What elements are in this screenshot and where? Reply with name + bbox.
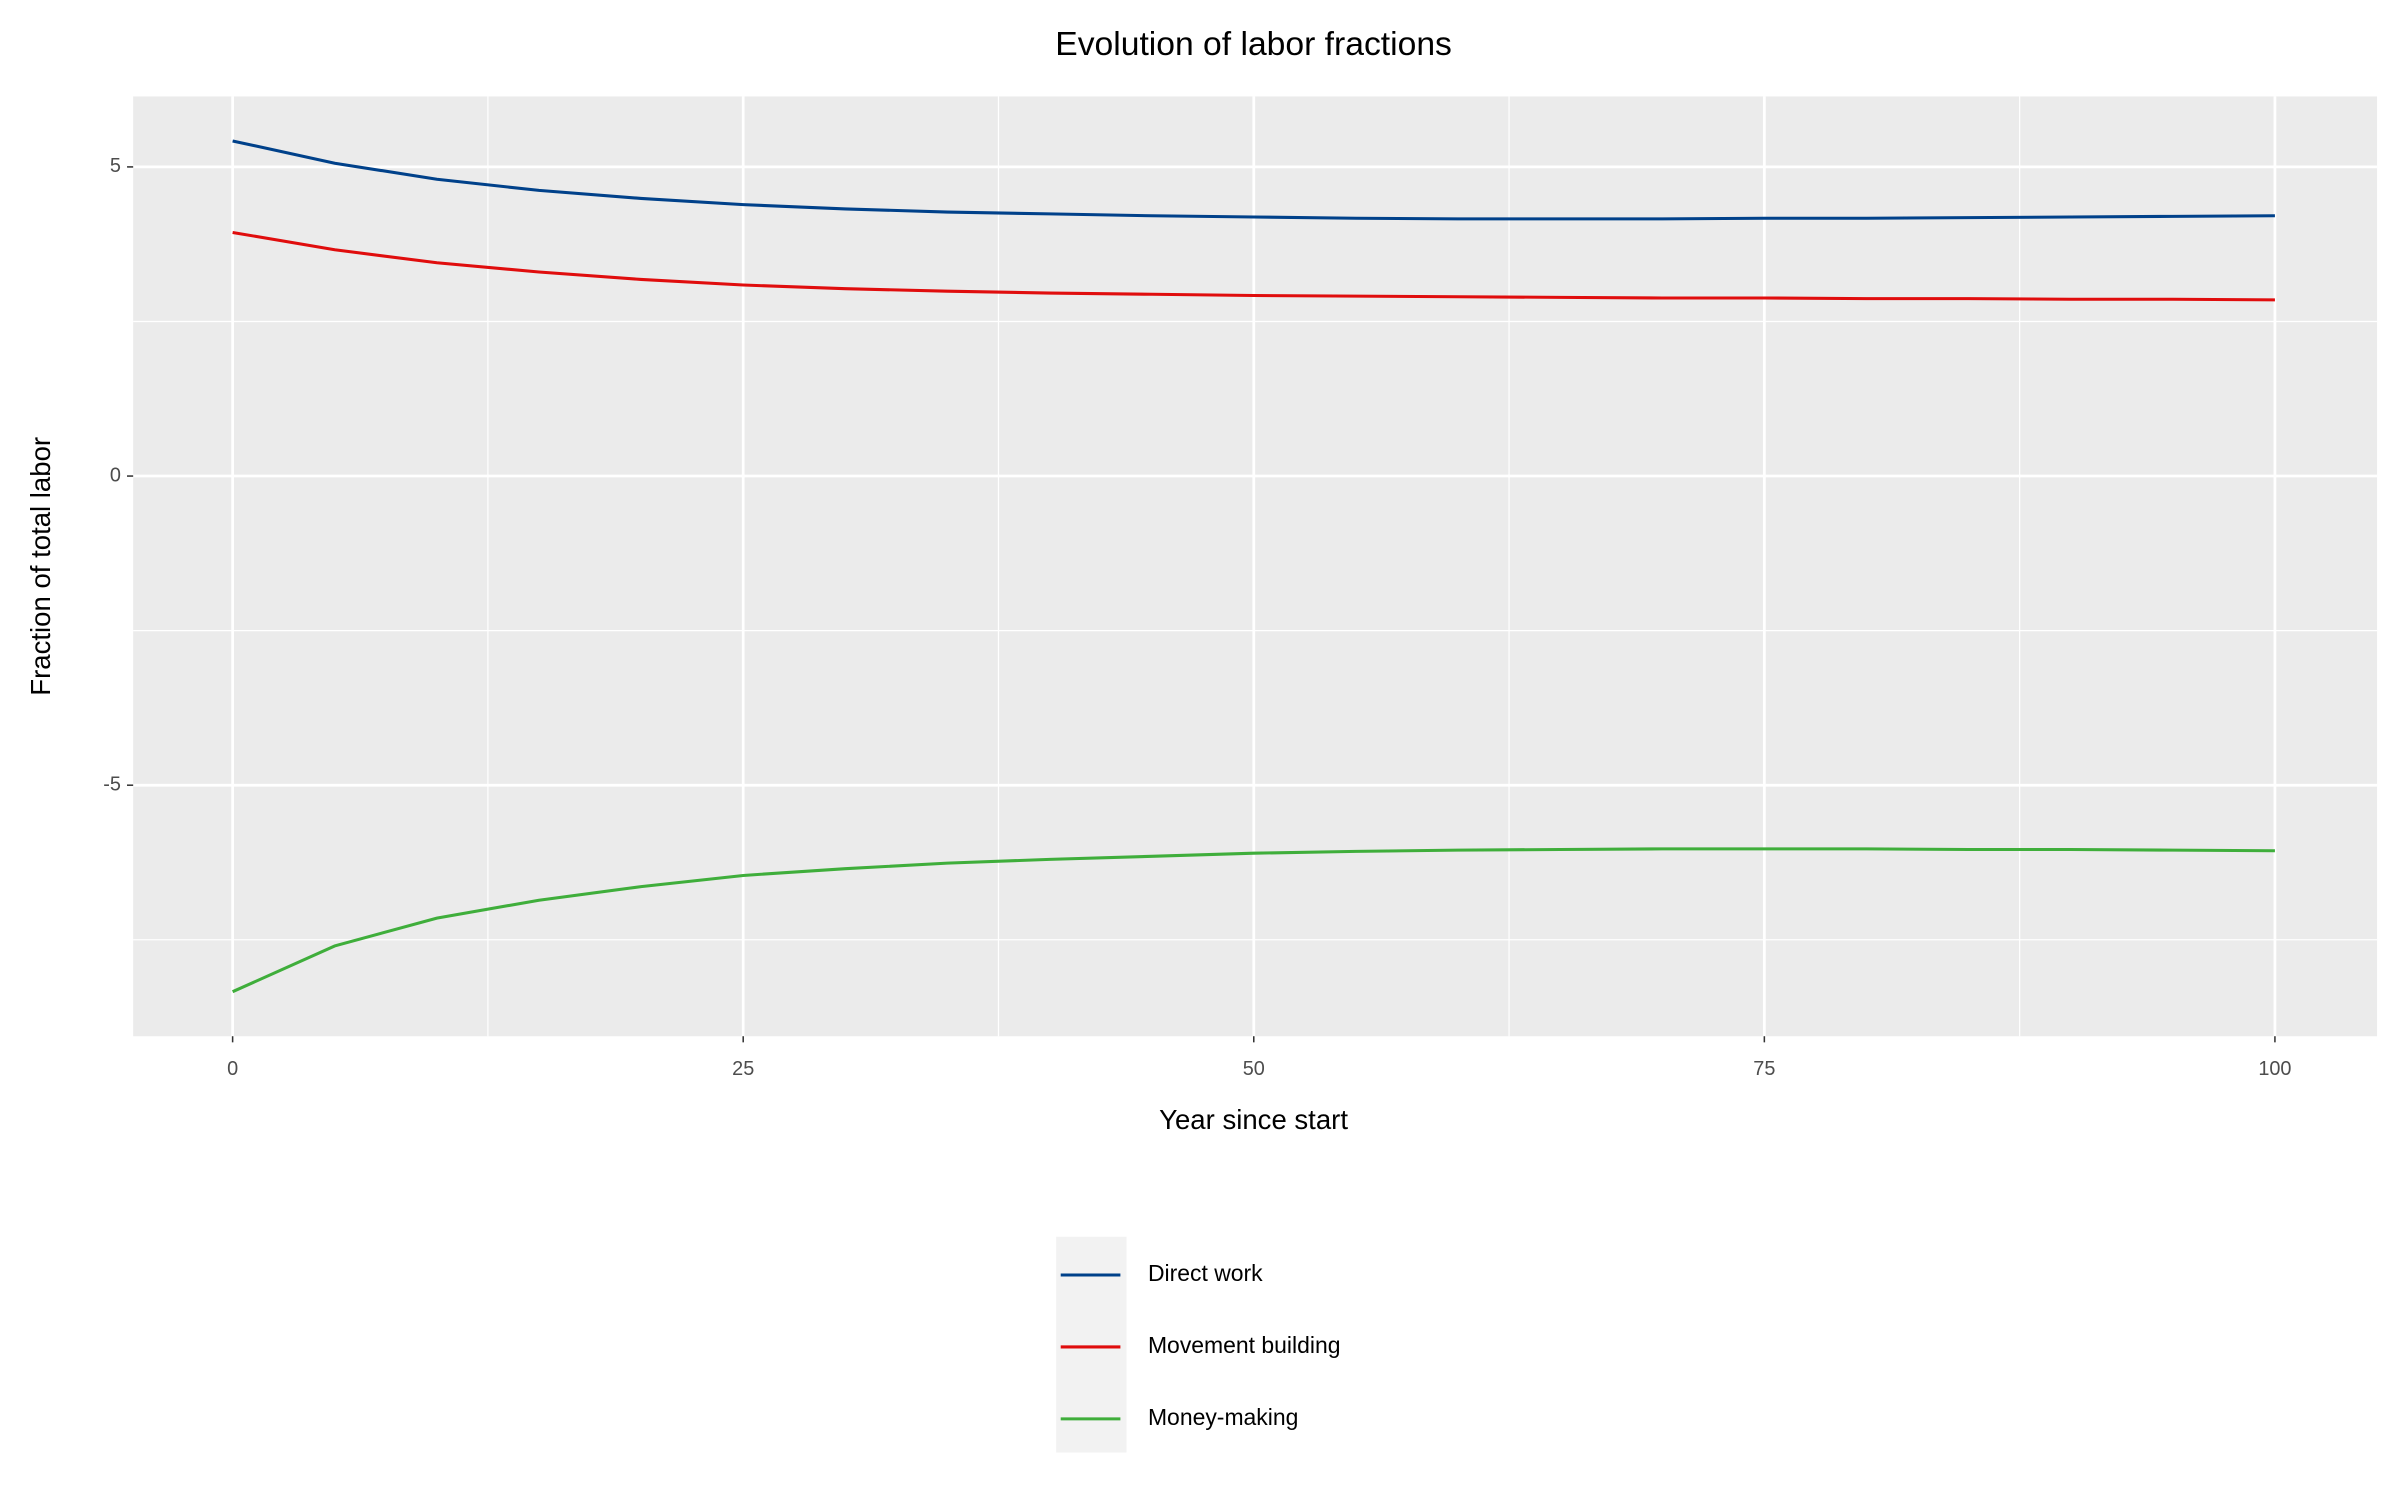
series-line: [232, 139, 2275, 221]
y-axis-title: Fraction of total labor: [25, 437, 56, 696]
x-tick-label: 100: [2258, 1058, 2291, 1080]
y-tick-label: 5: [110, 155, 121, 177]
x-tick-label: 0: [227, 1058, 238, 1080]
chart-title: Evolution of labor fractions: [1055, 26, 1452, 63]
x-tick-label: 75: [1753, 1058, 1775, 1080]
x-tick-label: 50: [1243, 1058, 1265, 1080]
legend-label: Money-making: [1148, 1404, 1298, 1430]
series-line: [231, 847, 2275, 994]
lines: [231, 139, 2275, 994]
legend-label: Direct work: [1148, 1260, 1263, 1286]
y-tick-label: -5: [103, 773, 121, 795]
y-tick-label: 0: [110, 464, 121, 486]
x-axis-title: Year since start: [1159, 1104, 1348, 1135]
legend-label: Movement building: [1148, 1332, 1341, 1358]
series-line: [232, 230, 2275, 302]
grid: [133, 96, 2378, 1037]
x-tick-label: 25: [732, 1058, 754, 1080]
legend-key-background: [1056, 1236, 1127, 1453]
